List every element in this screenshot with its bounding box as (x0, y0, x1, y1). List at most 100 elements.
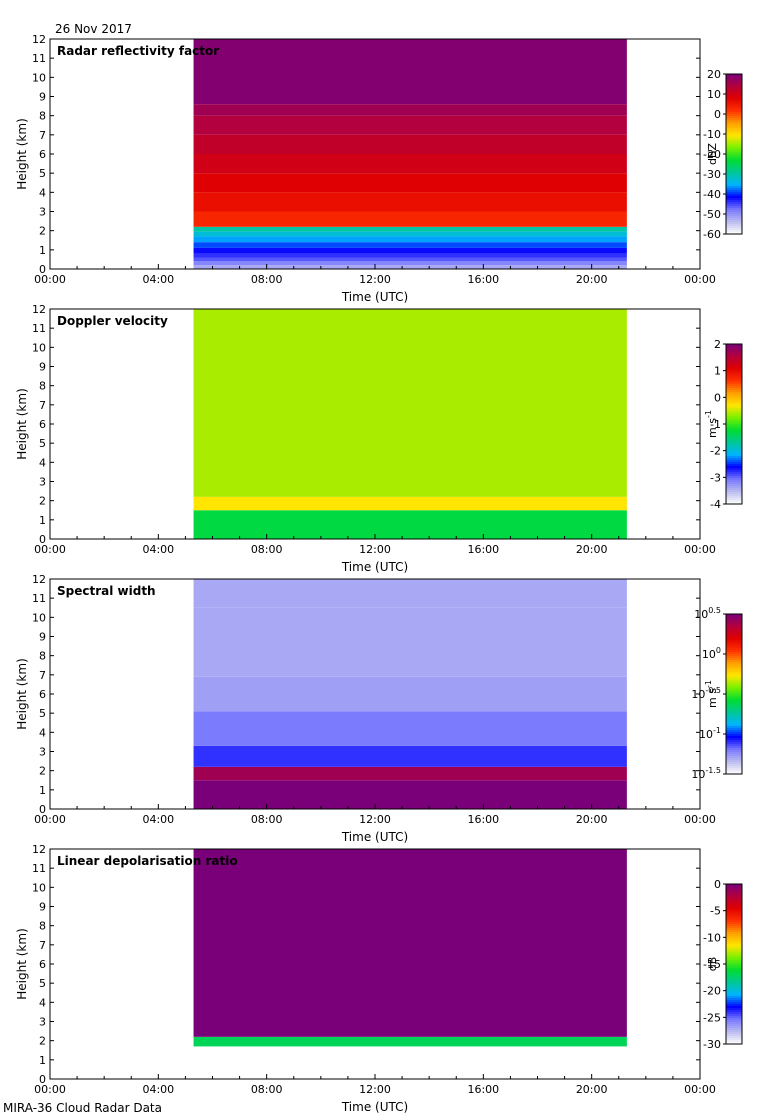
colorbar-segment (726, 374, 742, 377)
colorbar-segment (726, 356, 742, 359)
colorbar-segment (726, 452, 742, 455)
x-tick-label: 04:00 (142, 1083, 174, 1096)
colorbar-segment (726, 924, 742, 927)
colorbar-segment (726, 652, 742, 655)
colorbar-segment (726, 134, 742, 137)
colorbar-label: m s-1 (704, 410, 719, 438)
colorbar-segment (726, 888, 742, 891)
colorbar-segment (726, 230, 742, 233)
y-axis-label: Height (km) (15, 928, 29, 999)
colorbar-segment (726, 398, 742, 401)
colorbar-segment (726, 1034, 742, 1037)
colorbar-segment (726, 958, 742, 961)
x-tick-label: 08:00 (251, 1083, 283, 1096)
colorbar-segment (726, 158, 742, 161)
x-tick-label: 08:00 (251, 813, 283, 826)
colorbar-segment (726, 434, 742, 437)
colorbar: 100.5 100 10-0.5 10-1 10-1.5 m s-1 (691, 606, 743, 781)
colorbar-segment (726, 136, 742, 139)
y-tick-label: 11 (32, 52, 46, 65)
data-layer-1 (193, 1036, 627, 1047)
y-tick-label: 6 (39, 148, 46, 161)
colorbar-segment (726, 204, 742, 207)
colorbar-segment (726, 490, 742, 493)
colorbar-segment (726, 770, 742, 773)
colorbar-segment (726, 1020, 742, 1023)
y-tick-label: 6 (39, 958, 46, 971)
colorbar-segment (726, 904, 742, 907)
colorbar-segment (726, 704, 742, 707)
colorbar-segment (726, 104, 742, 107)
colorbar-segment (726, 196, 742, 199)
colorbar-segment (726, 1030, 742, 1033)
colorbar-tick-label: 100 (702, 646, 721, 661)
y-tick-label: 12 (32, 33, 46, 46)
colorbar-segment (726, 378, 742, 381)
colorbar-segment (726, 450, 742, 453)
colorbar-segment (726, 674, 742, 677)
x-tick-label: 12:00 (359, 273, 391, 286)
colorbar-segment (726, 202, 742, 205)
colorbar-segment (726, 1032, 742, 1035)
colorbar-segment (726, 928, 742, 931)
colorbar: 2 1 0 -1 -2 -3 -4 m s-1 (704, 338, 743, 511)
colorbar-segment (726, 132, 742, 135)
y-tick-label: 7 (39, 399, 46, 412)
data-layer-7 (193, 579, 627, 608)
colorbar-tick-label: -10 (703, 931, 721, 944)
colorbar-segment (726, 198, 742, 201)
colorbar-segment (726, 912, 742, 915)
colorbar-segment (726, 754, 742, 757)
colorbar-segment (726, 952, 742, 955)
colorbar-segment (726, 80, 742, 83)
x-tick-label: 00:00 (684, 273, 716, 286)
colorbar-segment (726, 1000, 742, 1003)
colorbar-segment (726, 422, 742, 425)
colorbar-segment (726, 1028, 742, 1031)
colorbar-segment (726, 970, 742, 973)
colorbar-segment (726, 408, 742, 411)
colorbar-segment (726, 224, 742, 227)
colorbar-segment (726, 460, 742, 463)
colorbar-segment (726, 424, 742, 427)
colorbar-tick-label: 0 (714, 878, 721, 891)
colorbar-segment (726, 462, 742, 465)
colorbar-segment (726, 916, 742, 919)
data-layer-12 (193, 173, 627, 193)
colorbar-segment (726, 366, 742, 369)
x-axis-label: Time (UTC) (341, 830, 408, 844)
colorbar-segment (726, 354, 742, 357)
y-tick-label: 2 (39, 225, 46, 238)
colorbar-segment (726, 894, 742, 897)
colorbar-tick-label: -20 (703, 148, 721, 161)
y-tick-label: 11 (32, 322, 46, 335)
y-axis-label: Height (km) (15, 388, 29, 459)
colorbar-segment (726, 932, 742, 935)
colorbar-segment (726, 456, 742, 459)
colorbar-segment (726, 986, 742, 989)
x-tick-label: 20:00 (576, 543, 608, 556)
y-tick-label: 0 (39, 803, 46, 816)
colorbar-segment (726, 926, 742, 929)
colorbar-segment (726, 368, 742, 371)
colorbar-segment (726, 448, 742, 451)
colorbar-segment (726, 496, 742, 499)
colorbar-segment (726, 978, 742, 981)
colorbar-segment (726, 968, 742, 971)
y-tick-label: 2 (39, 1035, 46, 1048)
colorbar-segment (726, 152, 742, 155)
colorbar-segment (726, 402, 742, 405)
colorbar-segment (726, 764, 742, 767)
colorbar-segment (726, 712, 742, 715)
colorbar-segment (726, 752, 742, 755)
date-label: 26 Nov 2017 (55, 22, 132, 36)
colorbar-segment (726, 762, 742, 765)
colorbar-segment (726, 120, 742, 123)
colorbar-segment (726, 966, 742, 969)
y-axis-label: Height (km) (15, 658, 29, 729)
y-tick-label: 4 (39, 456, 46, 469)
x-tick-label: 12:00 (359, 543, 391, 556)
y-tick-label: 7 (39, 939, 46, 952)
colorbar-segment (726, 166, 742, 169)
